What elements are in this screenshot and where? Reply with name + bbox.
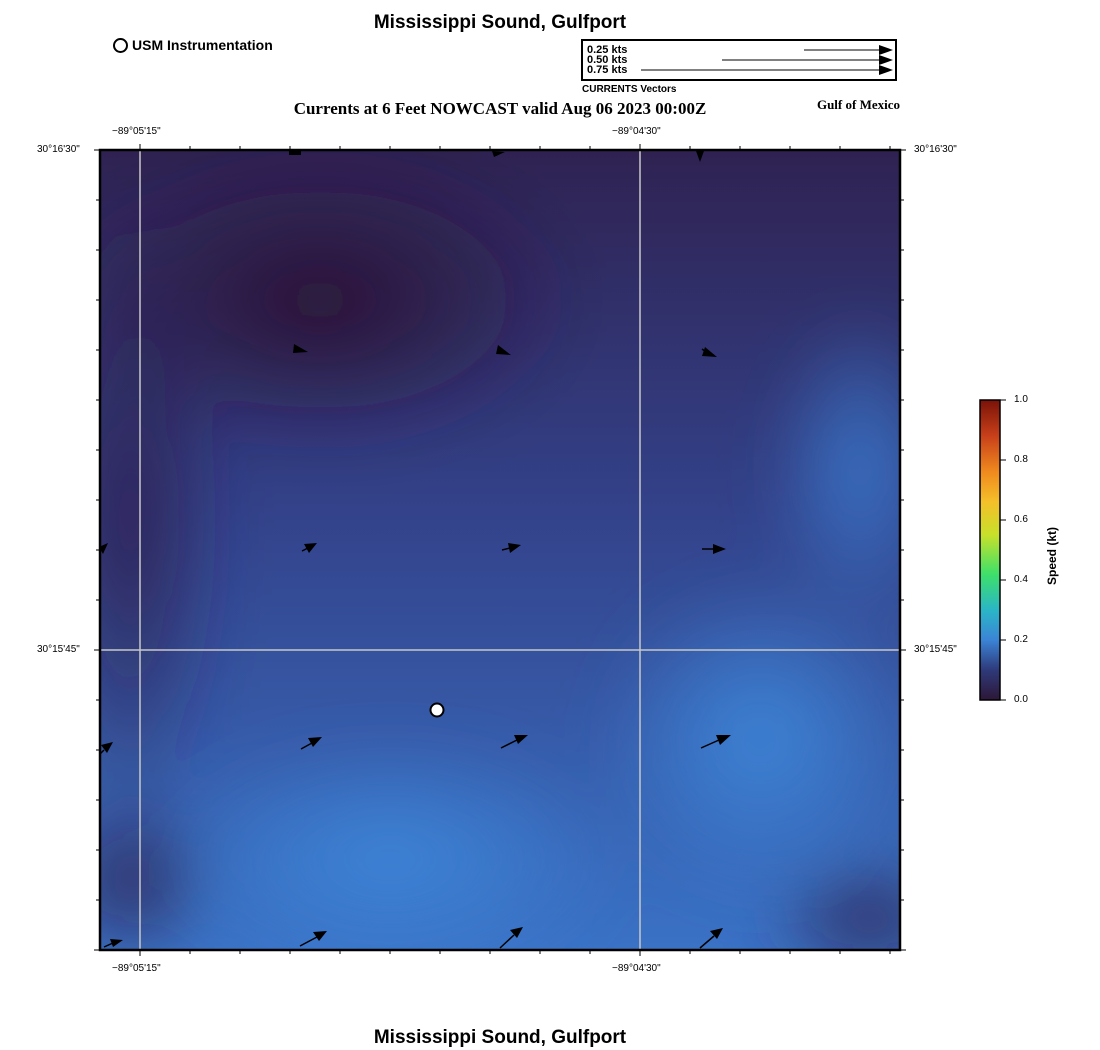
lon-label-top-2: −89°04'30": [612, 126, 661, 137]
current-arrow: [499, 927, 523, 949]
current-arrow: [701, 347, 717, 357]
current-arrow: [299, 931, 327, 947]
vector-key-arrows: [641, 45, 893, 75]
speed-field: [100, 150, 900, 950]
key-arrow-head-2: [879, 55, 893, 65]
station-marker-icon: [113, 37, 128, 53]
map-title: Mississippi Sound, Gulfport: [373, 12, 627, 33]
lon-label-bottom-2: −89°04'30": [612, 963, 661, 974]
colorbar-title: Speed (kt): [1045, 526, 1059, 585]
usm-station-marker: [429, 702, 445, 718]
vector-key-label-2: 0.50 kts: [587, 54, 628, 66]
lat-label-right-2: 30°15'45": [914, 644, 957, 655]
station-legend-label: USM Instrumentation: [132, 37, 273, 53]
current-arrow: [696, 151, 704, 162]
vector-key-caption: CURRENTS Vectors: [582, 84, 677, 95]
key-arrow-head-1: [879, 45, 893, 55]
current-arrow: [700, 735, 731, 749]
colorbar-tick-label: 0.6: [1014, 514, 1028, 525]
colorbar-ticks: [1000, 399, 1006, 701]
current-arrow: [100, 742, 113, 755]
current-arrow: [702, 544, 726, 554]
current-arrow: [100, 543, 108, 554]
colorbar-tick-label: 0.0: [1014, 694, 1028, 705]
current-arrow: [492, 151, 505, 157]
current-arrow: [501, 543, 521, 553]
lat-label-left-2: 30°15'45": [37, 644, 80, 655]
current-arrow: [496, 345, 511, 355]
graticule: [100, 150, 900, 950]
lon-label-top-1: −89°05'15": [112, 126, 161, 137]
station-legend: USM Instrumentation: [113, 37, 273, 53]
current-arrow: [300, 737, 322, 750]
current-arrow: [103, 939, 123, 948]
map-subtitle: Currents at 6 Feet NOWCAST valid Aug 06 …: [293, 99, 707, 118]
lon-label-bottom-1: −89°05'15": [112, 963, 161, 974]
colorbar-gradient: [979, 399, 1001, 701]
colorbar-tick-label: 0.8: [1014, 454, 1028, 465]
key-arrow-head-3: [879, 65, 893, 75]
colorbar-tick-label: 0.2: [1014, 634, 1028, 645]
current-arrow: [293, 344, 308, 353]
region-label: Gulf of Mexico: [816, 97, 900, 112]
current-arrow: [301, 543, 317, 553]
current-arrow: [699, 928, 723, 949]
vector-key-label-3: 0.75 kts: [587, 64, 628, 76]
footer-title: Mississippi Sound, Gulfport: [373, 1027, 627, 1048]
colorbar-tick-label: 1.0: [1014, 394, 1028, 405]
vector-key-label-1: 0.25 kts: [587, 44, 628, 56]
current-vectors: [100, 150, 731, 949]
current-arrow: [289, 150, 301, 155]
colorbar-tick-label: 0.4: [1014, 574, 1028, 585]
lat-label-right-1: 30°16'30": [914, 144, 957, 155]
current-arrow: [500, 735, 528, 749]
lat-label-left-1: 30°16'30": [37, 144, 80, 155]
frame-ticks: [94, 144, 906, 956]
